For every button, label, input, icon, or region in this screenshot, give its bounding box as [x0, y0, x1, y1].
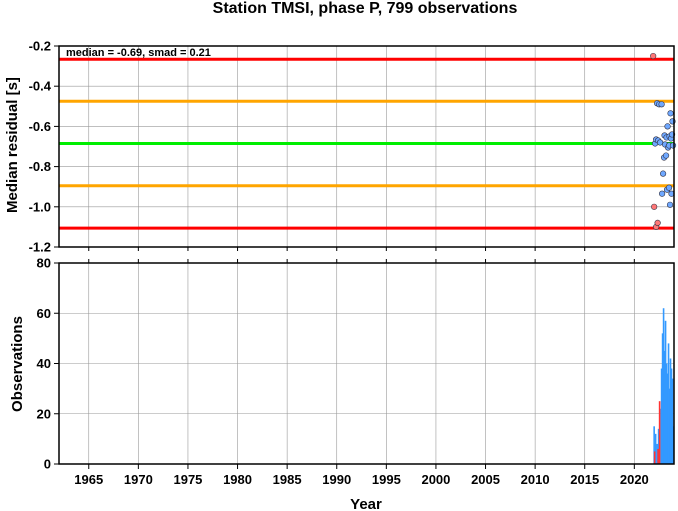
residual-point [659, 170, 667, 177]
residual-point [651, 203, 658, 210]
histogram-bar [661, 333, 664, 464]
x-tick-label: 2005 [471, 472, 500, 487]
x-tick-label: 2020 [620, 472, 649, 487]
histogram-bar [665, 363, 668, 464]
x-tick-label: 1975 [173, 472, 202, 487]
y-tick-label: -0.8 [29, 159, 51, 174]
y-tick-label: -1.2 [29, 240, 51, 255]
residual-point [665, 184, 673, 191]
y-axis-label-observations: Observations [9, 316, 26, 412]
histogram-bar [667, 343, 670, 464]
residual-point [666, 201, 674, 208]
residual-point [669, 142, 677, 149]
histogram-bar [657, 448, 659, 464]
x-tick-label: 1970 [124, 472, 153, 487]
chart-title: Station TMSI, phase P, 799 observations [213, 0, 518, 17]
y-tick-label: 0 [44, 457, 51, 472]
residual-point [667, 110, 674, 117]
y-tick-label: -0.4 [29, 79, 52, 94]
y-tick-label: 40 [37, 356, 51, 371]
residual-panel-frame [58, 45, 675, 248]
histogram-bar [670, 368, 673, 464]
histogram-bar [660, 368, 663, 464]
histogram-bar [654, 433, 657, 464]
histogram-bar [653, 426, 655, 464]
residual-point [654, 219, 661, 226]
x-tick-label: 1965 [74, 472, 103, 487]
histogram-bar [658, 401, 661, 464]
residual-point [658, 190, 666, 197]
histogram-bar [662, 308, 665, 464]
x-tick-label: 2000 [421, 472, 450, 487]
x-tick-label: 1995 [372, 472, 401, 487]
histogram-bar [668, 388, 671, 464]
x-tick-label: 1990 [322, 472, 351, 487]
x-tick-label: 2015 [570, 472, 599, 487]
y-tick-label: 80 [37, 256, 51, 271]
x-tick-label: 2010 [521, 472, 550, 487]
histogram-bar [671, 378, 674, 464]
residual-point [650, 52, 657, 60]
residual-point [664, 123, 671, 130]
histogram-bar [663, 350, 666, 464]
histogram-bar [669, 358, 672, 464]
histogram-bar [664, 320, 667, 464]
y-axis-label-residual: Median residual [s] [4, 77, 21, 213]
residual-point [658, 101, 665, 108]
y-tick-label: -1.0 [29, 199, 51, 214]
y-tick-label: -0.6 [29, 119, 51, 134]
histogram-bar [653, 451, 656, 464]
median-annotation: median = -0.69, smad = 0.21 [66, 47, 211, 59]
histogram-bar [656, 443, 658, 464]
x-tick-label: 1980 [223, 472, 252, 487]
x-tick-label: 1985 [273, 472, 302, 487]
histogram-bar [666, 373, 669, 464]
histogram-bar [657, 428, 660, 464]
y-tick-label: 60 [37, 306, 51, 321]
y-tick-label: -0.2 [29, 39, 51, 54]
residual-point [662, 152, 670, 159]
y-tick-label: 20 [37, 406, 51, 421]
x-axis-label-year: Year [350, 496, 382, 511]
